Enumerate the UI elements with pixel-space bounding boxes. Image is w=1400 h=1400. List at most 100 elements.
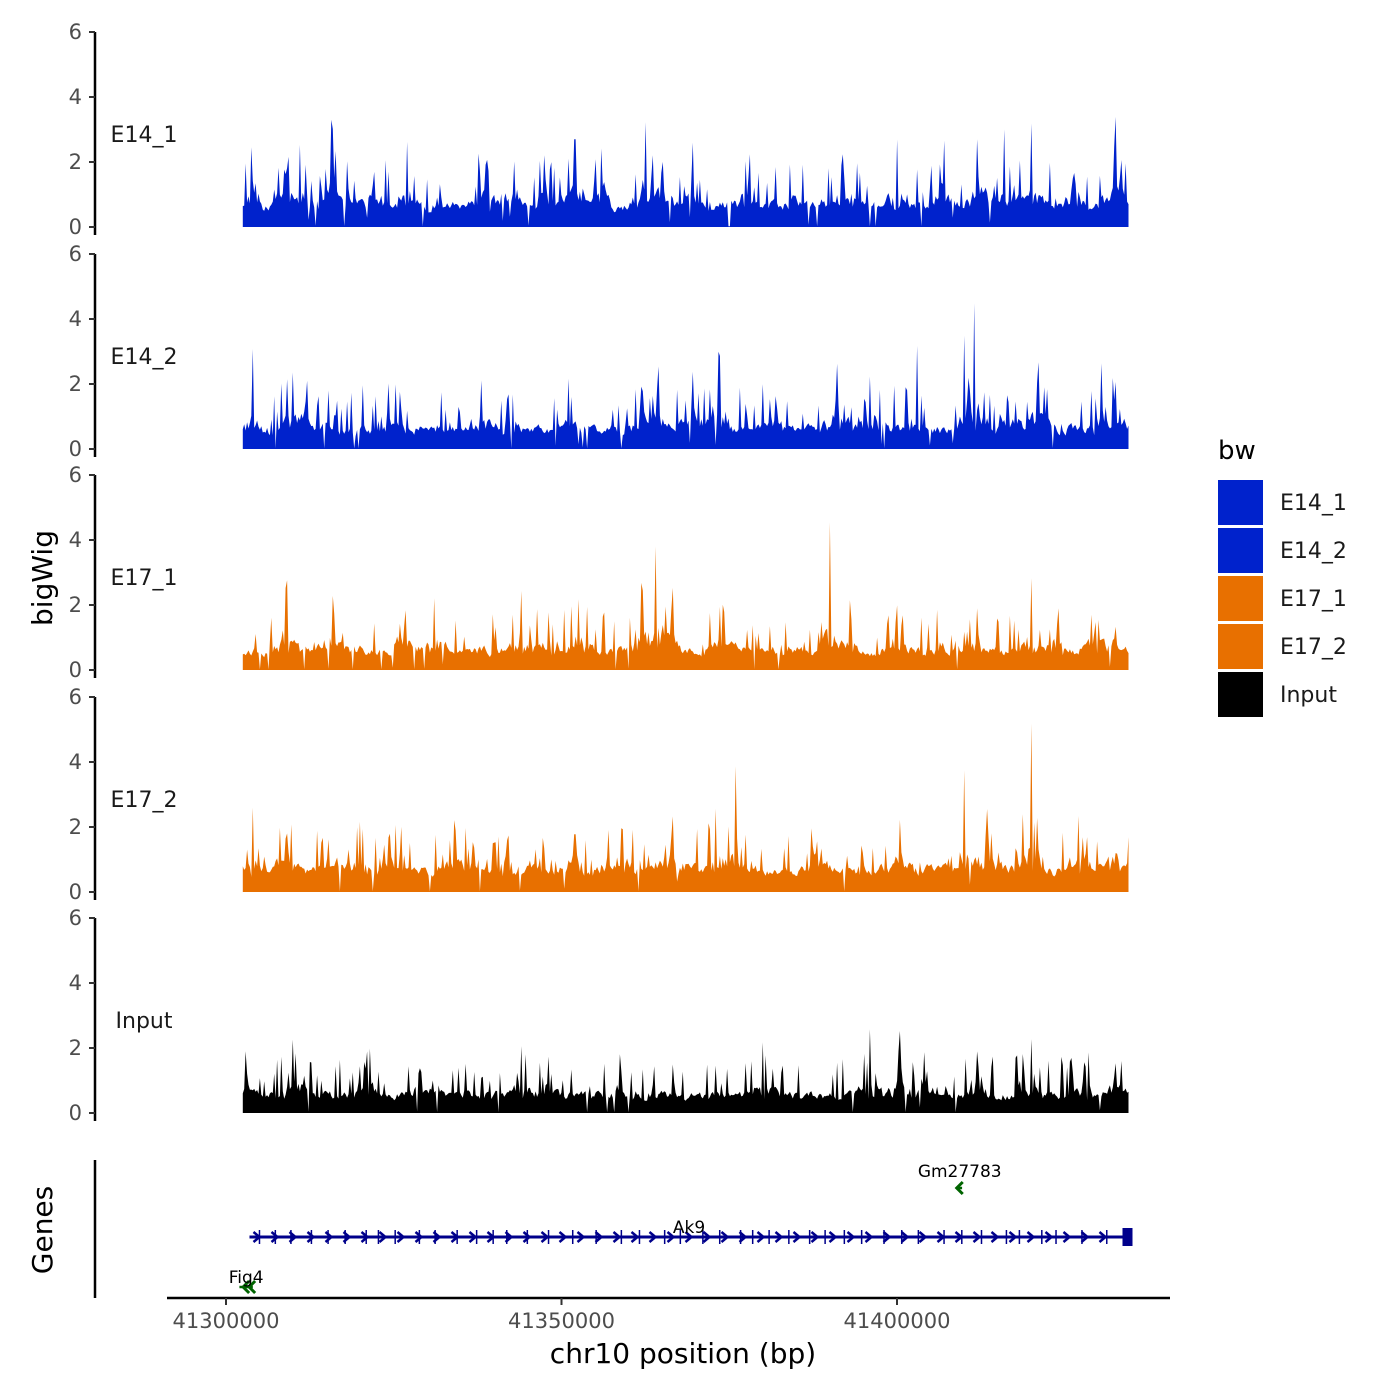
x-axis: 41300000 41350000 41400000	[167, 1296, 1170, 1333]
legend-item: E14_2	[1218, 528, 1347, 573]
strand-arrow	[774, 1231, 784, 1243]
y-tick-label: 6	[69, 242, 82, 266]
strand-arrow	[702, 1231, 712, 1243]
strand-arrow	[954, 1180, 964, 1196]
legend-label: Input	[1280, 683, 1337, 708]
signal-area-E17_1	[242, 522, 1129, 670]
strand-arrow	[414, 1231, 424, 1243]
strand-arrow	[558, 1231, 568, 1243]
strand-arrow	[486, 1231, 496, 1243]
bigwig-tracks: 0 2 4 6 E14_1 0 2 4 6 E14_2 0 2 4 6 E17_1 0 2 4 6 E17_2 0 2 4 6…	[69, 20, 1129, 1125]
gene-label: Gm27783	[918, 1162, 1002, 1182]
track-label: E14_1	[111, 123, 178, 148]
strand-arrow	[252, 1231, 262, 1243]
strand-arrow	[630, 1231, 640, 1243]
strand-arrow	[342, 1231, 352, 1243]
track-E14_2: 0 2 4 6 E14_2	[69, 242, 1129, 461]
legend-swatch	[1218, 528, 1263, 573]
strand-arrow	[810, 1231, 820, 1243]
x-tick-label: 41400000	[844, 1309, 951, 1333]
legend-label: E14_2	[1280, 539, 1347, 564]
strand-arrow	[1008, 1231, 1018, 1243]
strand-arrow	[324, 1231, 334, 1243]
strand-arrow	[666, 1231, 676, 1243]
y-tick-label: 6	[69, 906, 82, 930]
strand-arrow	[738, 1231, 748, 1243]
y-tick-label: 6	[69, 685, 82, 709]
strand-arrow	[378, 1231, 388, 1243]
strand-arrow	[288, 1231, 298, 1243]
y-tick-label: 0	[69, 880, 82, 904]
gene-Gm27783: Gm27783	[918, 1162, 1002, 1196]
legend-item: E17_1	[1218, 576, 1347, 621]
legend-swatch	[1218, 480, 1263, 525]
strand-arrow	[972, 1231, 982, 1243]
track-E17_2: 0 2 4 6 E17_2	[69, 685, 1129, 904]
track-E14_1: 0 2 4 6 E14_1	[69, 20, 1129, 239]
strand-arrow	[1098, 1231, 1108, 1243]
strand-arrow	[540, 1231, 550, 1243]
strand-arrow	[1044, 1231, 1054, 1243]
strand-arrow	[396, 1231, 406, 1243]
strand-arrow	[594, 1231, 604, 1243]
signal-area-Input	[242, 1029, 1129, 1113]
strand-arrow	[720, 1231, 730, 1243]
y-tick-label: 0	[69, 658, 82, 682]
x-axis-title: chr10 position (bp)	[550, 1337, 816, 1370]
strand-arrow	[900, 1231, 910, 1243]
strand-arrow	[468, 1231, 478, 1243]
y-tick-label: 4	[69, 85, 82, 109]
y-tick-label: 2	[69, 593, 82, 617]
y-tick-label: 2	[69, 1036, 82, 1060]
gene-Ak9: Ak9	[249, 1218, 1133, 1246]
y-tick-label: 2	[69, 815, 82, 839]
y-tick-label: 6	[69, 463, 82, 487]
strand-arrow	[936, 1231, 946, 1243]
signal-area-E14_2	[242, 303, 1129, 449]
strand-arrow	[306, 1231, 316, 1243]
exon-block	[1122, 1228, 1133, 1246]
x-tick-label: 41350000	[508, 1309, 615, 1333]
strand-arrow	[1080, 1231, 1090, 1243]
track-label: E17_1	[111, 566, 178, 591]
strand-arrow	[792, 1231, 802, 1243]
gene-Fig4: Fig4	[229, 1268, 264, 1295]
signal-area-E14_1	[242, 116, 1129, 227]
legend-label: E17_1	[1280, 587, 1347, 612]
strand-arrow	[648, 1231, 658, 1243]
strand-arrow	[1062, 1231, 1072, 1243]
strand-arrow	[882, 1231, 892, 1243]
y-tick-label: 4	[69, 307, 82, 331]
strand-arrow	[684, 1231, 694, 1243]
legend-swatch	[1218, 576, 1263, 621]
track-label: E17_2	[111, 788, 178, 813]
strand-arrow	[270, 1231, 280, 1243]
strand-arrow	[864, 1231, 874, 1243]
strand-arrow	[828, 1231, 838, 1243]
legend-item: Input	[1218, 672, 1337, 717]
signal-area-E17_2	[242, 723, 1129, 892]
track-Input: 0 2 4 6 Input	[69, 906, 1129, 1125]
track-E17_1: 0 2 4 6 E17_1	[69, 463, 1129, 682]
y-tick-label: 4	[69, 971, 82, 995]
legend-swatch	[1218, 624, 1263, 669]
strand-arrow	[612, 1231, 622, 1243]
strand-arrow	[576, 1231, 586, 1243]
strand-arrow	[241, 1279, 251, 1295]
y-tick-label: 0	[69, 1101, 82, 1125]
y-tick-label: 2	[69, 372, 82, 396]
strand-arrow	[954, 1231, 964, 1243]
y-tick-label: 4	[69, 528, 82, 552]
legend: bw E14_1 E14_2 E17_1 E17_2 Input	[1218, 436, 1347, 717]
strand-arrow	[990, 1231, 1000, 1243]
strand-arrow	[1026, 1231, 1036, 1243]
legend-label: E14_1	[1280, 491, 1347, 516]
track-label: E14_2	[111, 345, 178, 370]
legend-item: E17_2	[1218, 624, 1347, 669]
genes-axis-title: Genes	[26, 1186, 59, 1274]
x-tick-label: 41300000	[173, 1309, 280, 1333]
y-axis-title: bigWig	[26, 530, 59, 626]
strand-arrow	[918, 1231, 928, 1243]
track-label: Input	[116, 1009, 173, 1034]
